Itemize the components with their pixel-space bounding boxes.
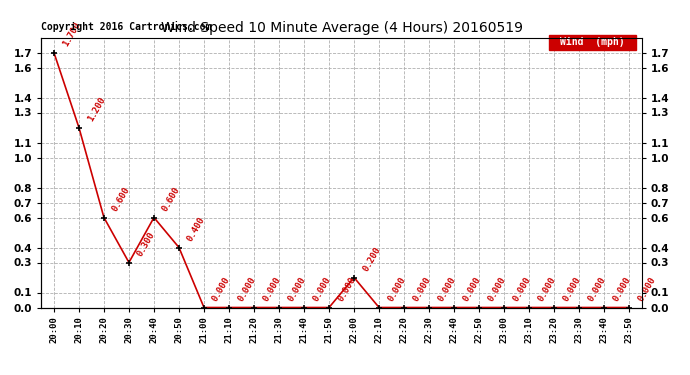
Text: 0.000: 0.000 <box>411 275 432 303</box>
Text: 0.000: 0.000 <box>511 275 532 303</box>
Text: 1.200: 1.200 <box>86 95 107 123</box>
Text: 0.000: 0.000 <box>386 275 407 303</box>
Text: Wind  (mph): Wind (mph) <box>560 37 624 47</box>
Title: Wind Speed 10 Minute Average (4 Hours) 20160519: Wind Speed 10 Minute Average (4 Hours) 2… <box>161 21 522 35</box>
Text: 0.000: 0.000 <box>286 275 307 303</box>
Text: 0.000: 0.000 <box>211 275 232 303</box>
Text: 0.200: 0.200 <box>361 245 382 273</box>
Text: 0.300: 0.300 <box>136 230 157 258</box>
Text: 1.700: 1.700 <box>61 20 82 48</box>
Text: 0.000: 0.000 <box>636 275 658 303</box>
Text: 0.000: 0.000 <box>561 275 582 303</box>
Text: 0.600: 0.600 <box>161 185 182 213</box>
Text: 0.600: 0.600 <box>111 185 132 213</box>
Text: 0.000: 0.000 <box>611 275 632 303</box>
Text: 0.000: 0.000 <box>486 275 507 303</box>
Text: 0.000: 0.000 <box>236 275 257 303</box>
Text: 0.400: 0.400 <box>186 215 207 243</box>
Text: 0.000: 0.000 <box>311 275 332 303</box>
Text: Copyright 2016 Cartronics.com: Copyright 2016 Cartronics.com <box>41 22 212 32</box>
Text: 0.000: 0.000 <box>436 275 457 303</box>
Text: 0.000: 0.000 <box>536 275 558 303</box>
Bar <box>549 35 635 50</box>
Text: 0.000: 0.000 <box>461 275 482 303</box>
Text: 0.000: 0.000 <box>336 275 357 303</box>
Text: 0.000: 0.000 <box>586 275 607 303</box>
Text: 0.000: 0.000 <box>261 275 282 303</box>
